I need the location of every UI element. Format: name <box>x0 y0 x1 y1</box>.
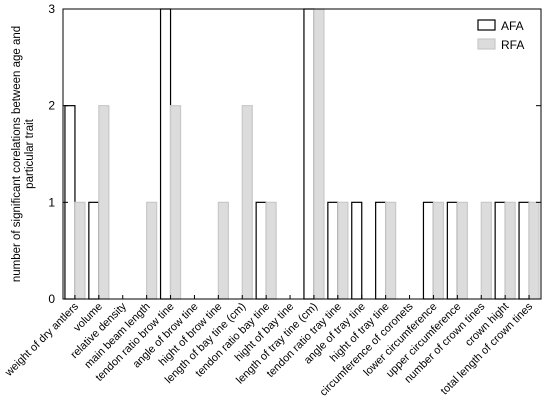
bar-rfa <box>265 201 277 300</box>
bar-rfa <box>313 8 325 300</box>
bar-afa <box>494 201 506 300</box>
bar-afa <box>422 201 435 300</box>
bar-rfa <box>456 201 468 300</box>
y-tick-label: 0 <box>48 292 55 306</box>
bar-afa <box>327 201 339 300</box>
y-tick-label: 1 <box>48 195 55 209</box>
legend-label-afa: AFA <box>501 19 524 33</box>
plot-area-frame <box>62 8 542 300</box>
bars-layer <box>64 8 540 300</box>
bar-rfa <box>504 201 516 300</box>
legend-label-rfa: RFA <box>501 38 524 52</box>
legend-swatch-rfa <box>477 38 496 50</box>
bar-afa <box>351 201 363 300</box>
bar-afa <box>303 8 315 300</box>
bar-rfa <box>385 201 397 300</box>
bar-rfa <box>480 201 492 300</box>
x-tick-label: weight of dry antlers <box>2 300 81 379</box>
legend-swatch-afa <box>477 19 496 31</box>
bar-afa <box>159 8 172 300</box>
bar-afa <box>255 201 267 300</box>
y-tick-label: 2 <box>48 99 55 113</box>
bar-rfa <box>169 105 182 300</box>
bar-rfa <box>74 201 86 300</box>
bar-afa <box>518 201 530 300</box>
legend: AFA RFA <box>477 19 524 52</box>
bar-afa <box>446 201 458 300</box>
y-tick-label: 3 <box>48 2 55 16</box>
bar-rfa <box>337 201 349 300</box>
bar-afa <box>88 201 100 300</box>
y-axis: 0 1 2 3 <box>48 2 541 306</box>
bar-afa <box>375 201 387 300</box>
bar-rfa <box>146 201 158 300</box>
bar-rfa <box>432 201 445 300</box>
bar-rfa <box>528 201 540 300</box>
bar-rfa <box>241 105 253 300</box>
bar-rfa <box>98 105 110 300</box>
y-axis-title: number of significant corelations betwee… <box>11 26 36 282</box>
bar-rfa <box>217 201 229 300</box>
